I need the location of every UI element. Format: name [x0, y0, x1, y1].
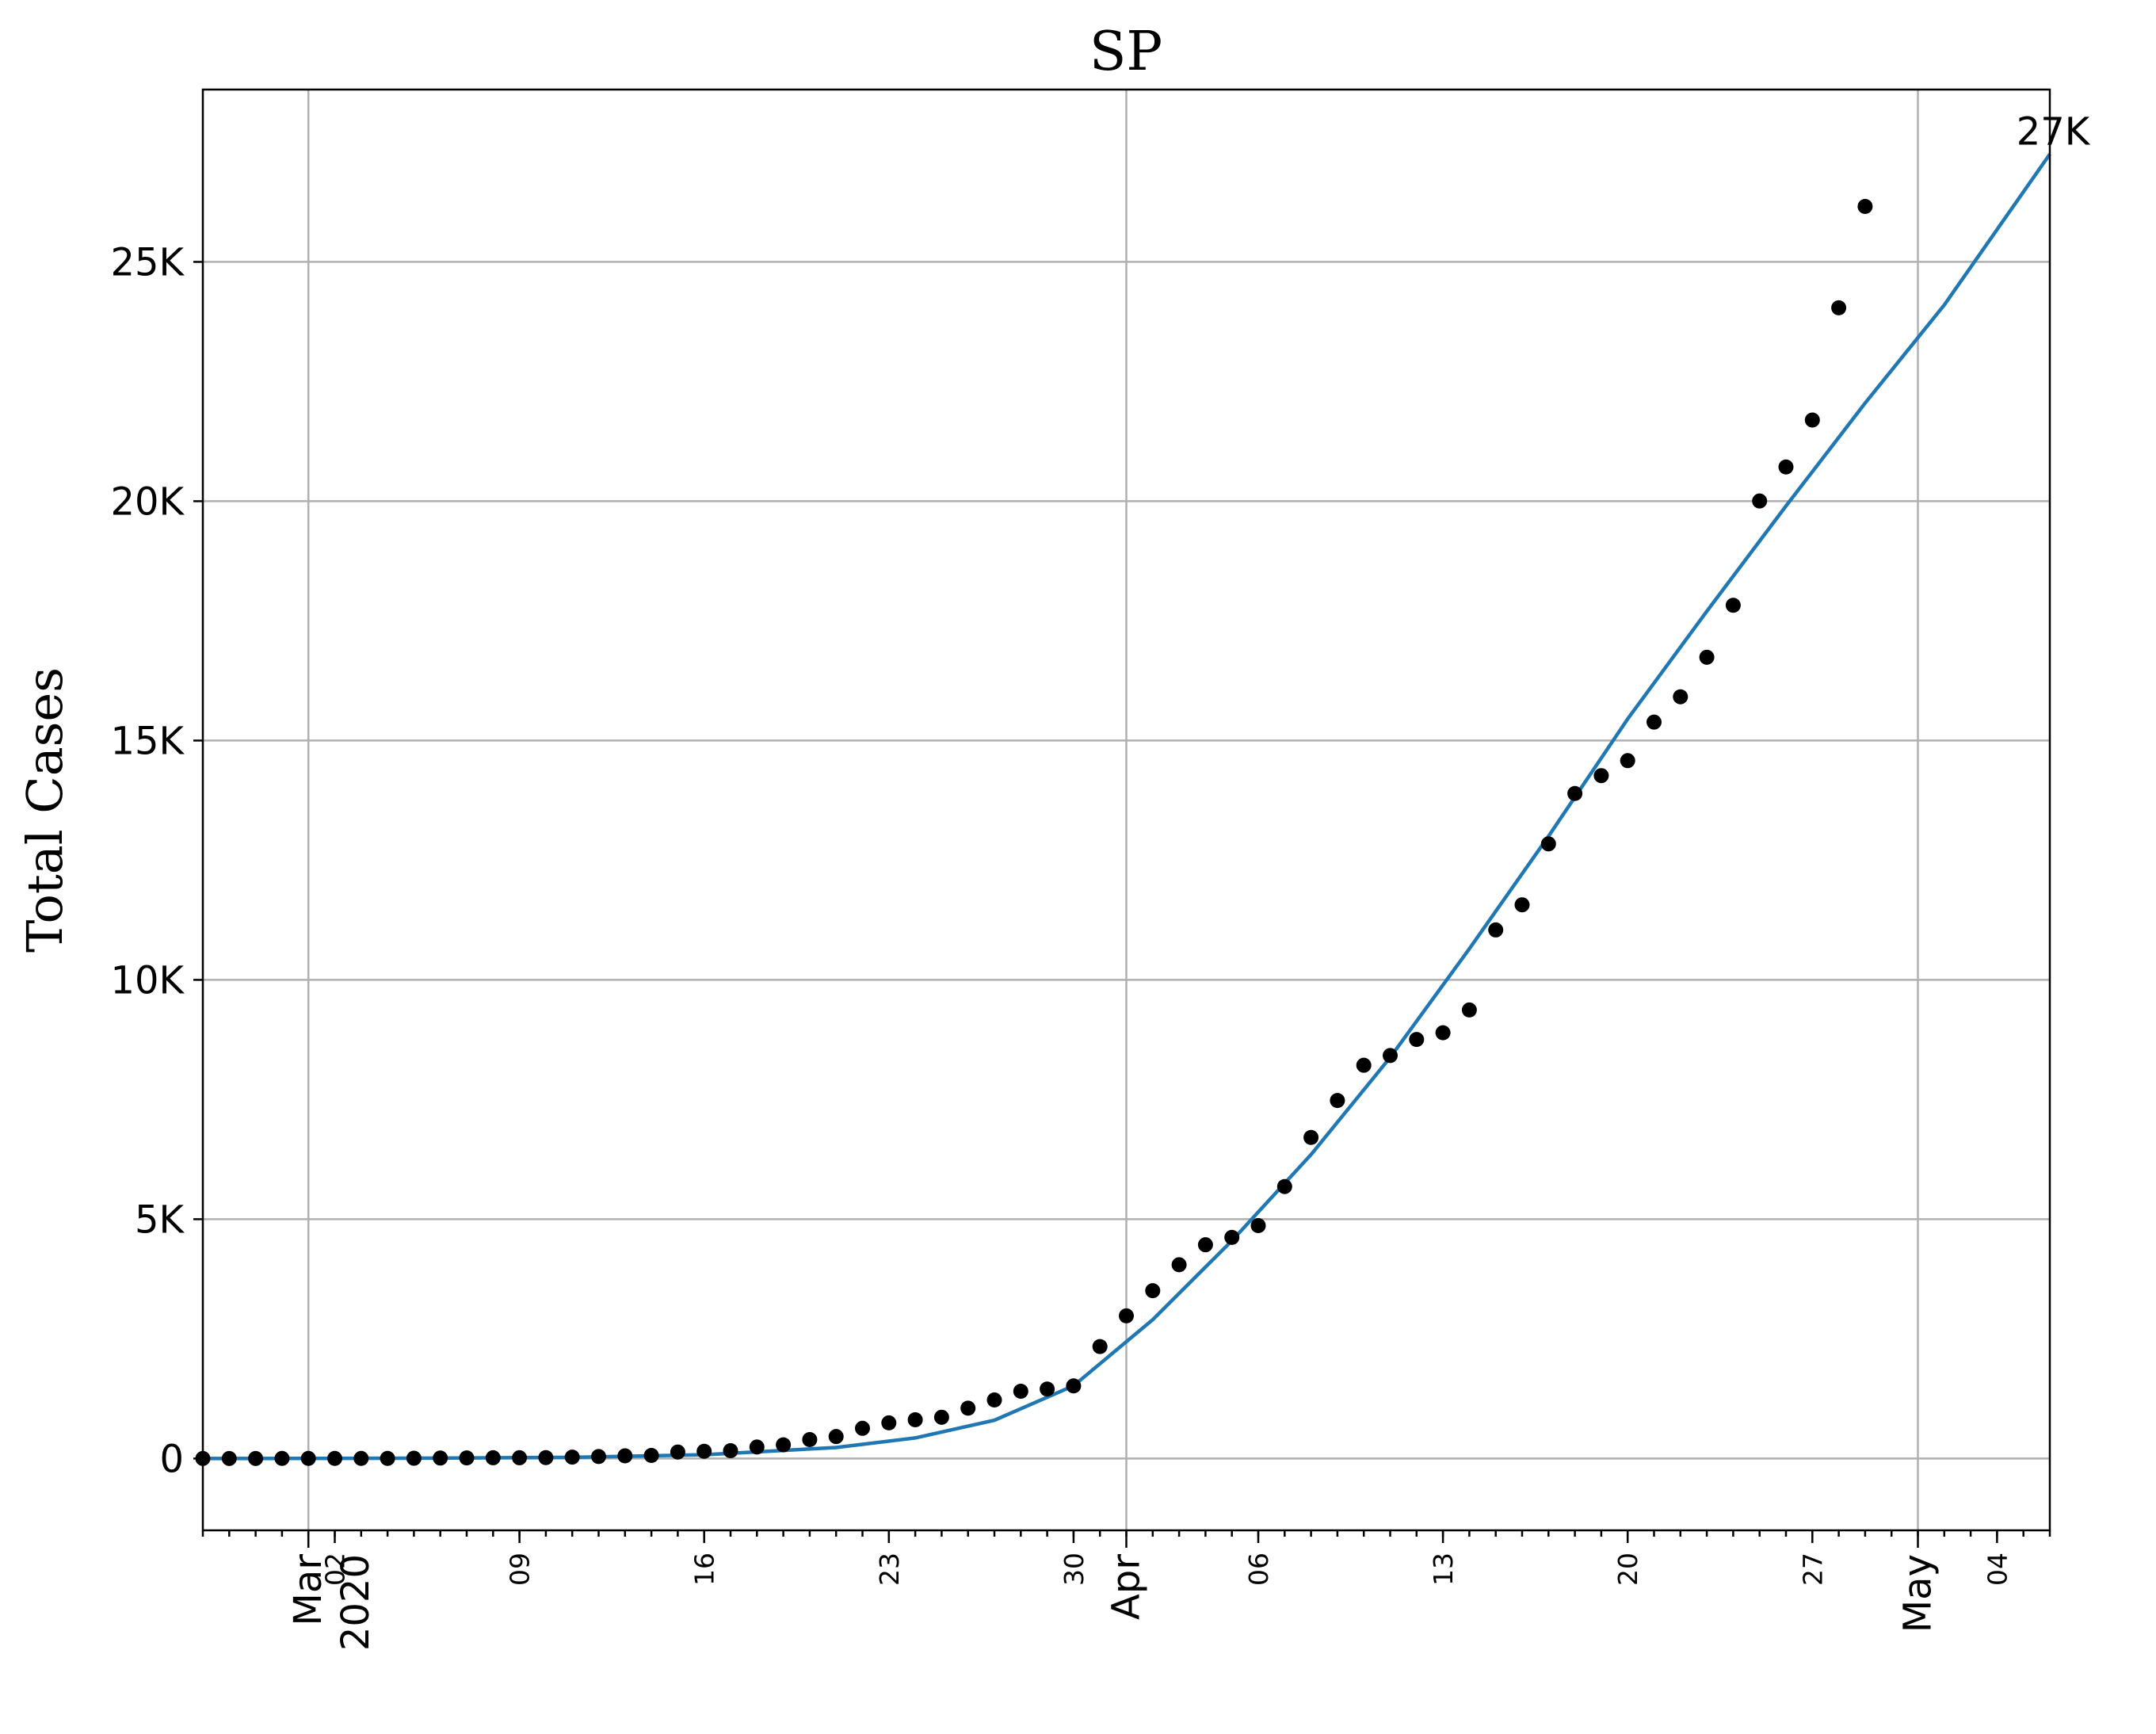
data-point — [986, 1392, 1002, 1408]
data-point — [274, 1450, 290, 1466]
annotations: 27K — [2017, 110, 2091, 155]
x-tick-label: 02 — [320, 1553, 351, 1586]
data-point — [1409, 1032, 1425, 1048]
data-point — [1540, 836, 1556, 852]
data-point — [1197, 1237, 1213, 1253]
data-point — [776, 1437, 792, 1453]
data-point — [1066, 1378, 1082, 1394]
data-point — [1303, 1129, 1319, 1145]
y-tick-label: 15K — [110, 719, 185, 763]
x-tick-label: 13 — [1428, 1553, 1459, 1586]
data-point — [1145, 1283, 1161, 1299]
end-value-label: 27K — [2017, 110, 2091, 155]
data-points-layer — [195, 198, 1873, 1466]
data-point — [1831, 300, 1847, 315]
data-point — [1752, 493, 1768, 509]
data-point — [1119, 1308, 1134, 1323]
data-point — [907, 1411, 923, 1427]
data-point — [248, 1450, 264, 1466]
data-point — [828, 1429, 844, 1445]
data-point — [1224, 1229, 1240, 1245]
data-point — [881, 1415, 897, 1430]
data-point — [1488, 922, 1504, 938]
data-point — [485, 1449, 501, 1465]
data-point — [1171, 1257, 1187, 1273]
data-point — [933, 1409, 949, 1425]
x-month-label: Mar2020 — [286, 1554, 378, 1651]
data-point — [1593, 768, 1609, 784]
data-point — [1514, 897, 1530, 913]
data-point — [591, 1449, 606, 1465]
x-tick-label: 06 — [1243, 1553, 1274, 1586]
data-point — [1804, 412, 1820, 428]
y-axis-label: Total Cases — [16, 667, 74, 953]
data-point — [855, 1420, 870, 1436]
data-point — [353, 1450, 369, 1466]
data-point — [802, 1431, 818, 1447]
x-month-label: May — [1896, 1554, 1940, 1633]
data-point — [617, 1448, 633, 1464]
data-point — [696, 1443, 712, 1459]
y-tick-label: 25K — [110, 240, 185, 285]
x-tick-label: 16 — [689, 1553, 720, 1586]
data-point — [221, 1450, 237, 1466]
data-point — [1383, 1048, 1398, 1064]
data-point — [538, 1449, 554, 1465]
data-point — [1276, 1178, 1292, 1194]
data-point — [1250, 1218, 1266, 1234]
data-point — [1356, 1057, 1372, 1073]
data-point — [723, 1442, 738, 1458]
chart-title: SP — [1089, 21, 1162, 83]
data-point — [1647, 714, 1662, 730]
data-point — [1620, 753, 1635, 769]
data-point — [1673, 689, 1689, 705]
x-tick-label: 09 — [505, 1553, 536, 1586]
x-tick-label: 23 — [874, 1553, 905, 1586]
data-point — [564, 1449, 580, 1465]
y-tick-label: 5K — [135, 1197, 185, 1242]
data-point — [433, 1450, 448, 1466]
x-month-label: Apr — [1105, 1554, 1149, 1620]
data-point — [327, 1450, 342, 1466]
data-point — [1092, 1339, 1108, 1354]
data-point — [1725, 598, 1741, 613]
data-point — [1040, 1381, 1055, 1397]
data-point — [670, 1444, 685, 1460]
y-tick-label: 0 — [159, 1437, 184, 1481]
x-tick-label: 30 — [1059, 1553, 1089, 1586]
data-point — [380, 1450, 395, 1466]
x-tick-label: 04 — [1982, 1553, 2013, 1586]
x-tick-label: 27 — [1797, 1553, 1828, 1586]
data-point — [1013, 1383, 1028, 1399]
data-point — [643, 1447, 659, 1463]
y-axis: 0 5K 10K 15K 20K 25K — [110, 240, 203, 1481]
data-point — [749, 1439, 765, 1455]
data-point — [406, 1450, 422, 1466]
data-point — [1435, 1025, 1451, 1041]
x-tick-label: 20 — [1612, 1553, 1643, 1586]
data-point — [512, 1449, 528, 1465]
data-point — [459, 1450, 475, 1466]
y-tick-label: 20K — [110, 479, 185, 524]
data-point — [1857, 198, 1873, 214]
data-point — [1699, 649, 1715, 665]
data-point — [300, 1450, 316, 1466]
gridlines — [203, 90, 2050, 1530]
y-tick-label: 10K — [110, 958, 185, 1003]
data-point — [1778, 459, 1794, 475]
data-point — [1330, 1093, 1345, 1109]
data-point — [960, 1400, 976, 1416]
data-point — [1461, 1002, 1477, 1018]
x-axis: 02 09 16 23 30 06 13 20 27 04 Mar2020 Apr May — [201, 1530, 2051, 1651]
data-point — [1567, 785, 1583, 801]
